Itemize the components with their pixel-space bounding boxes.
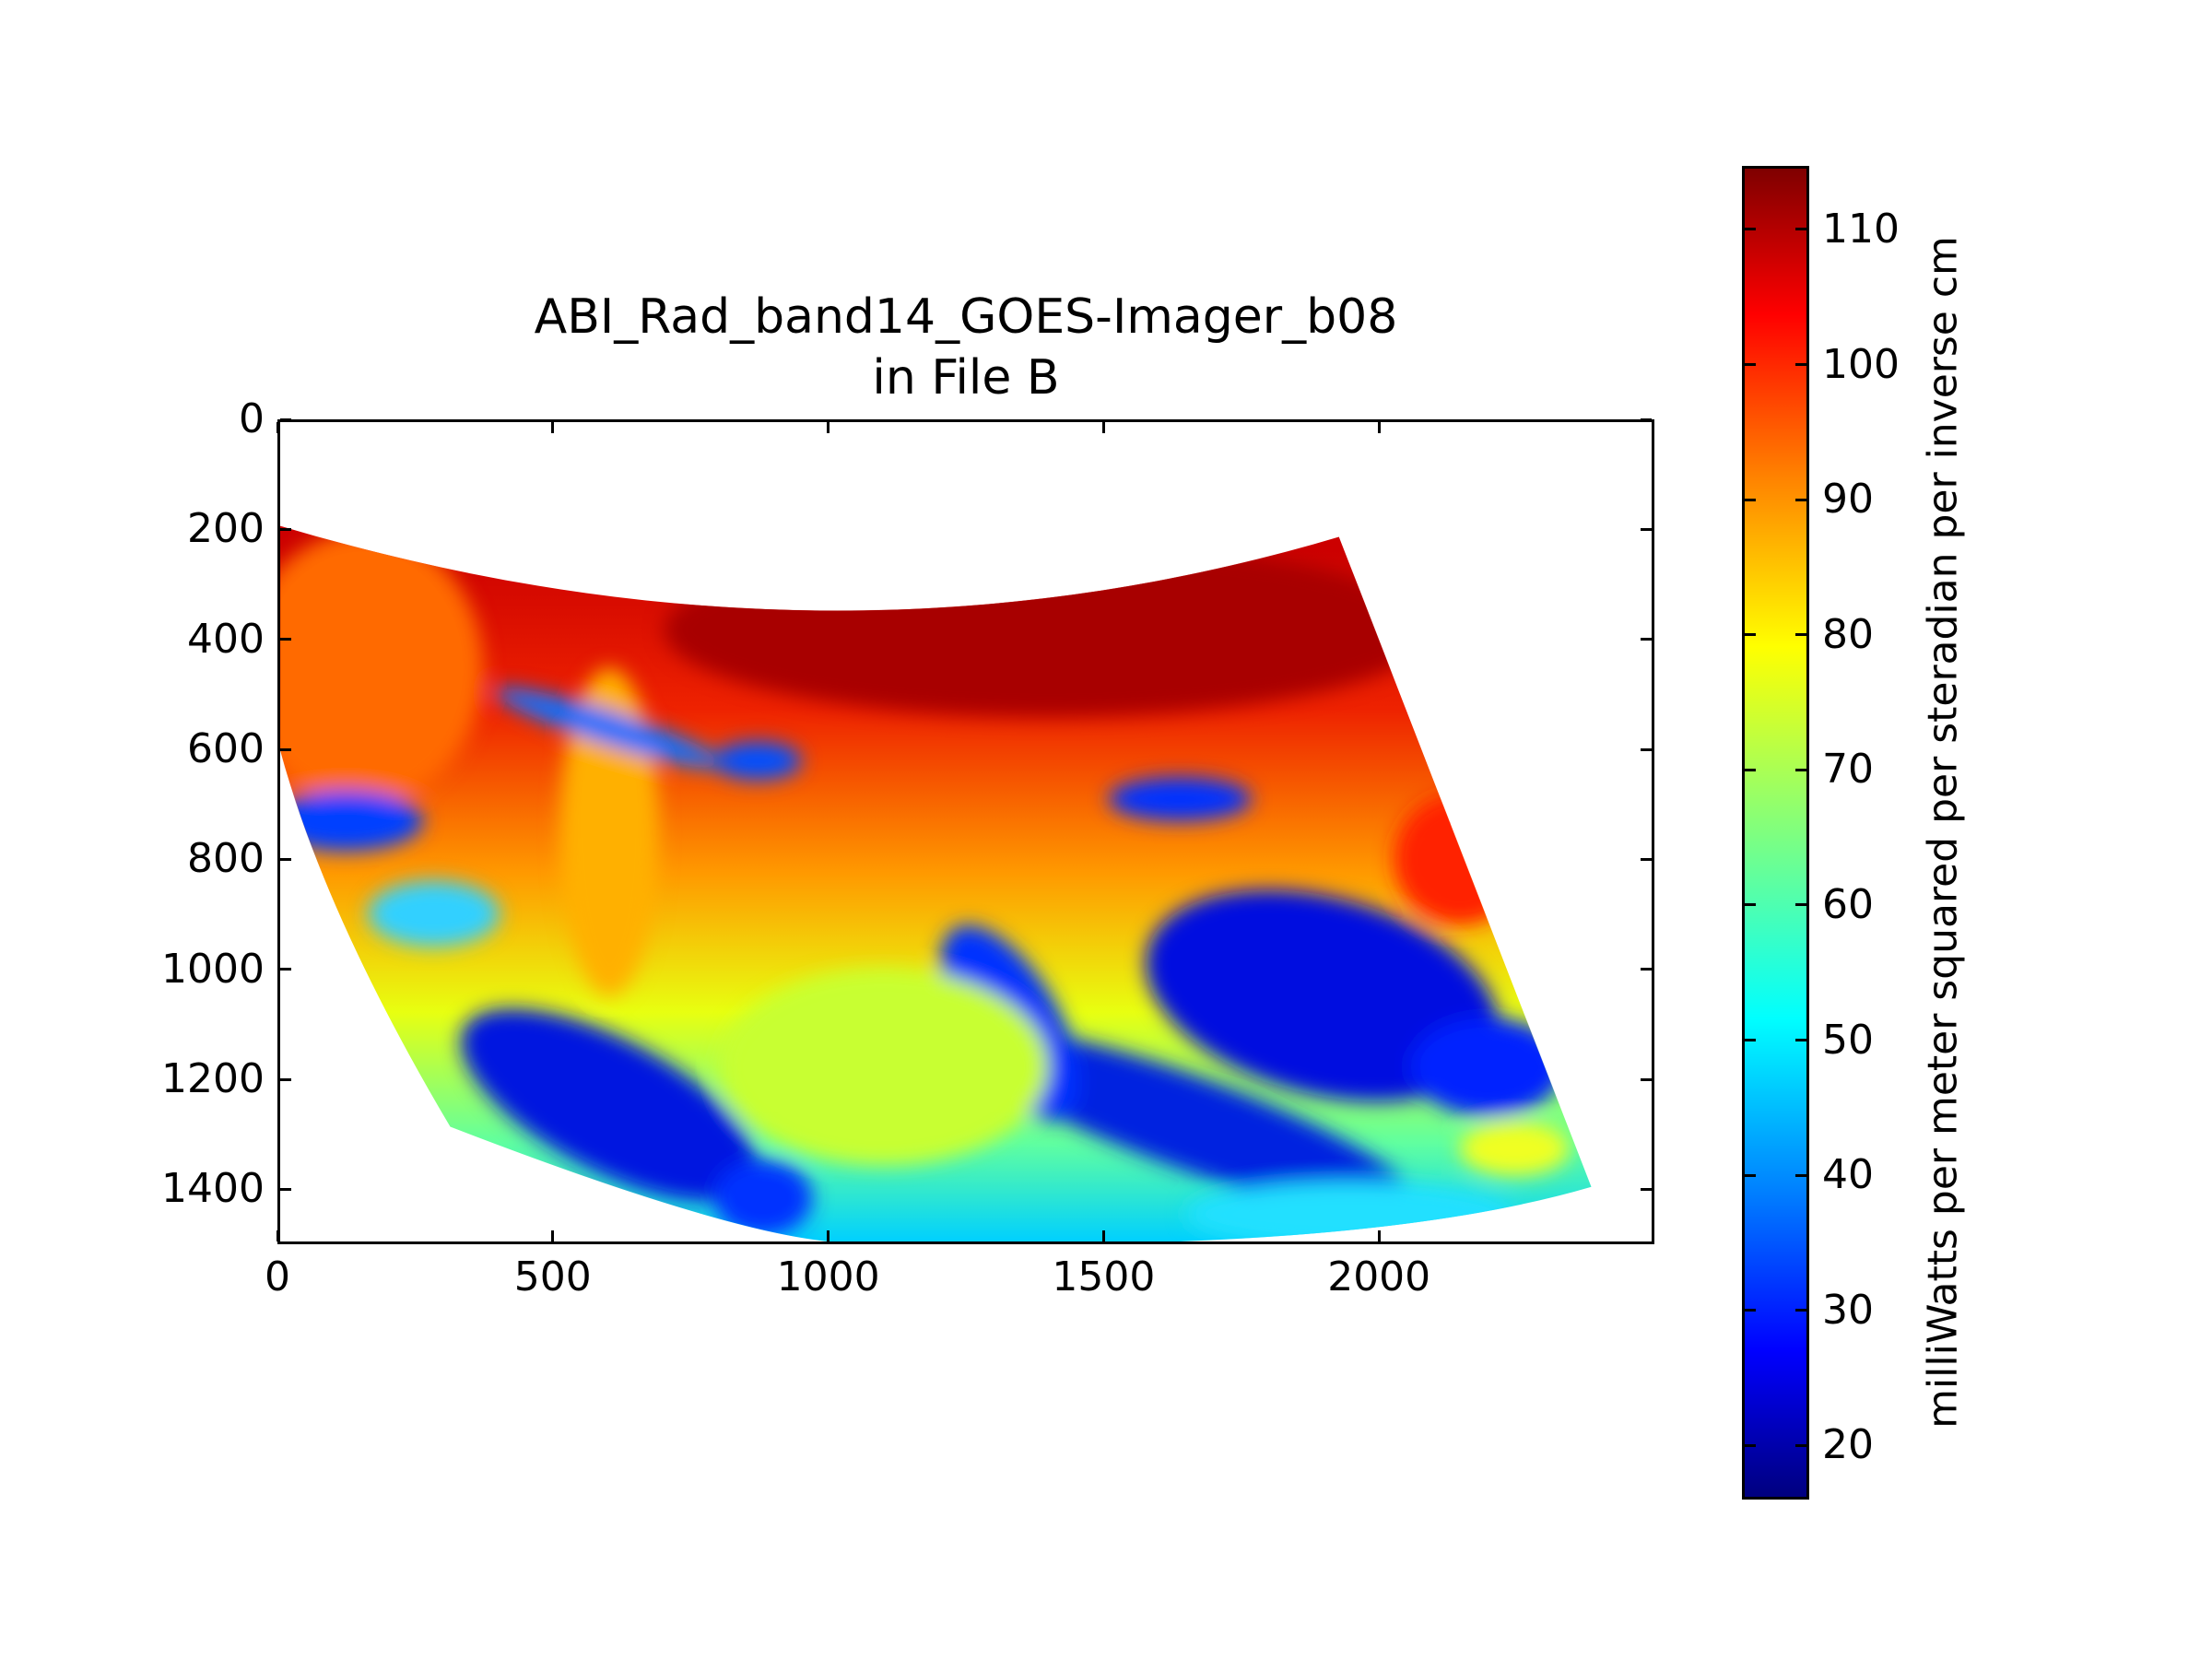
- y-tick-mark: [280, 527, 291, 531]
- colorbar-tick-mark: [1795, 363, 1806, 366]
- x-tick-mark: [276, 422, 279, 433]
- colorbar-tick-mark: [1795, 1039, 1806, 1042]
- colorbar-tick-label: 80: [1822, 610, 1874, 658]
- colorbar-tick-mark: [1795, 903, 1806, 907]
- colorbar-tick-mark: [1745, 228, 1756, 231]
- colorbar-tick-label: 110: [1822, 205, 1900, 253]
- y-tick-mark: [1641, 527, 1652, 531]
- y-tick-mark: [1641, 1187, 1652, 1191]
- colorbar-tick-label: 70: [1822, 746, 1874, 794]
- x-tick-mark: [276, 1230, 279, 1241]
- colorbar-tick-mark: [1745, 363, 1756, 366]
- x-tick-label: 1500: [1052, 1253, 1156, 1300]
- plot-axes: [277, 419, 1654, 1244]
- x-tick-mark: [551, 1230, 555, 1241]
- colorbar-tick-mark: [1745, 633, 1756, 637]
- colorbar-tick-mark: [1795, 1309, 1806, 1312]
- colorbar-tick-mark: [1745, 1173, 1756, 1177]
- colorbar-tick-mark: [1795, 633, 1806, 637]
- y-tick-label: 1400: [161, 1165, 265, 1213]
- y-tick-mark: [1641, 418, 1652, 421]
- y-tick-mark: [1641, 747, 1652, 751]
- x-tick-mark: [1101, 1230, 1105, 1241]
- colorbar-tick-mark: [1795, 1173, 1806, 1177]
- x-tick-label: 500: [513, 1253, 592, 1300]
- x-tick-mark: [827, 422, 830, 433]
- x-tick-label: 0: [265, 1253, 290, 1300]
- x-tick-mark: [1377, 422, 1381, 433]
- colorbar-tick-label: 100: [1822, 340, 1900, 388]
- colorbar-tick-mark: [1745, 903, 1756, 907]
- colorbar-tick-label: 30: [1822, 1286, 1874, 1334]
- radiance-image: [280, 525, 1592, 1241]
- y-tick-mark: [1641, 1077, 1652, 1081]
- y-tick-mark: [280, 1187, 291, 1191]
- y-tick-mark: [280, 418, 291, 421]
- colorbar-tick-label: 60: [1822, 880, 1874, 928]
- chart-subtitle: in File B: [872, 350, 1060, 406]
- colorbar: [1742, 166, 1809, 1500]
- y-tick-mark: [1641, 968, 1652, 971]
- colorbar-tick-label: 90: [1822, 476, 1874, 524]
- x-tick-mark: [827, 1230, 830, 1241]
- colorbar-label: milliWatts per meter squared per steradi…: [1919, 236, 1967, 1429]
- y-tick-mark: [280, 857, 291, 861]
- y-tick-mark: [280, 968, 291, 971]
- y-tick-label: 1000: [161, 945, 265, 993]
- y-tick-label: 400: [187, 615, 265, 663]
- colorbar-tick-mark: [1745, 768, 1756, 771]
- y-tick-label: 200: [187, 505, 265, 553]
- y-tick-mark: [1641, 857, 1652, 861]
- colorbar-tick-label: 20: [1822, 1421, 1874, 1469]
- x-tick-label: 2000: [1327, 1253, 1431, 1300]
- colorbar-tick-label: 40: [1822, 1151, 1874, 1199]
- x-tick-label: 1000: [776, 1253, 880, 1300]
- colorbar-tick-mark: [1745, 1039, 1756, 1042]
- y-tick-mark: [280, 1077, 291, 1081]
- colorbar-tick-mark: [1745, 498, 1756, 501]
- colorbar-tick-mark: [1795, 1443, 1806, 1447]
- y-tick-label: 0: [239, 395, 265, 442]
- chart-title: ABI_Rad_band14_GOES-Imager_b08: [534, 289, 1398, 345]
- y-tick-label: 600: [187, 725, 265, 772]
- y-tick-label: 800: [187, 835, 265, 883]
- x-tick-mark: [1101, 422, 1105, 433]
- colorbar-tick-mark: [1795, 768, 1806, 771]
- y-tick-mark: [1641, 638, 1652, 641]
- x-tick-mark: [1377, 1230, 1381, 1241]
- colorbar-tick-mark: [1745, 1443, 1756, 1447]
- colorbar-tick-mark: [1795, 228, 1806, 231]
- colorbar-tick-label: 50: [1822, 1016, 1874, 1064]
- y-tick-mark: [280, 747, 291, 751]
- colorbar-tick-mark: [1745, 1309, 1756, 1312]
- y-tick-label: 1200: [161, 1055, 265, 1102]
- x-tick-mark: [551, 422, 555, 433]
- y-tick-mark: [280, 638, 291, 641]
- colorbar-tick-mark: [1795, 498, 1806, 501]
